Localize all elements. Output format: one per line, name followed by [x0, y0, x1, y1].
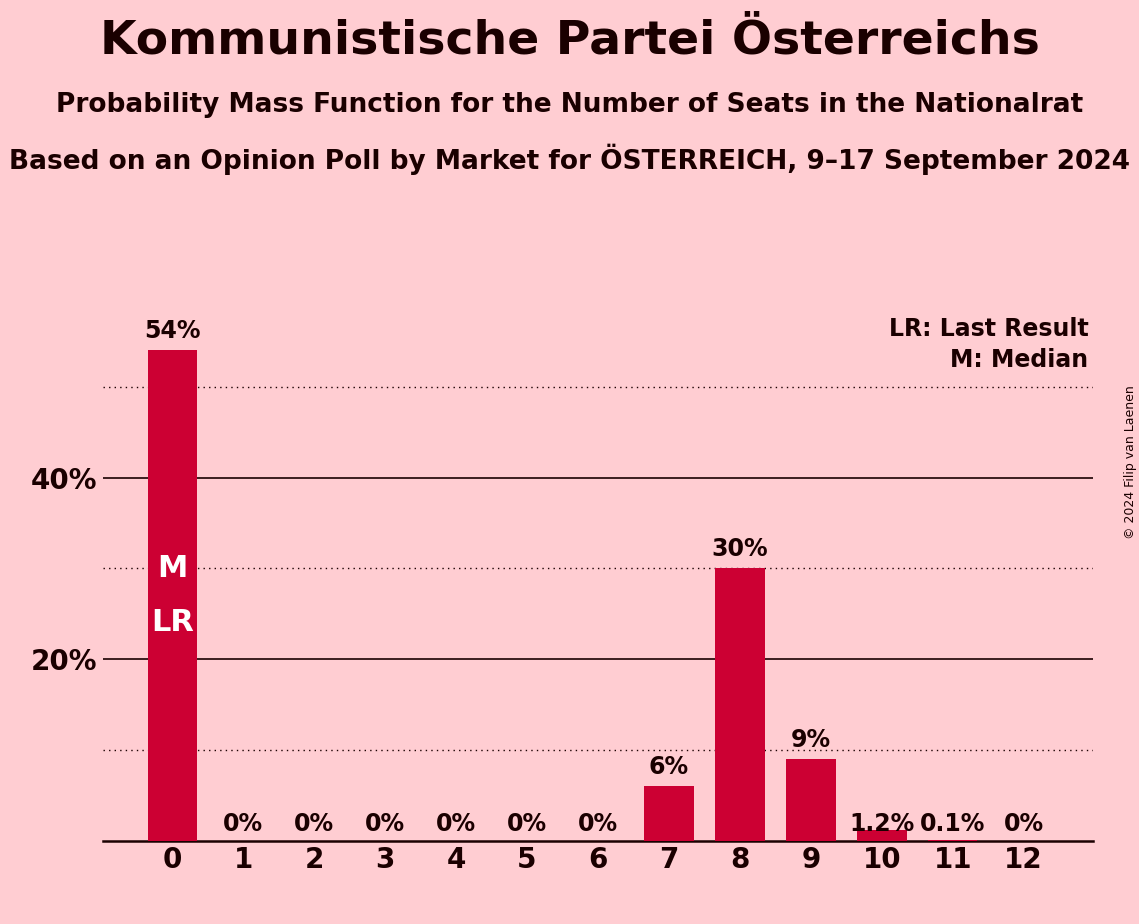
- Text: Probability Mass Function for the Number of Seats in the Nationalrat: Probability Mass Function for the Number…: [56, 92, 1083, 118]
- Text: © 2024 Filip van Laenen: © 2024 Filip van Laenen: [1124, 385, 1137, 539]
- Bar: [644, 786, 694, 841]
- Text: LR: LR: [151, 608, 194, 638]
- Text: 30%: 30%: [712, 537, 768, 561]
- Text: M: Median: M: Median: [950, 348, 1089, 372]
- Text: M: M: [157, 553, 188, 583]
- Text: 0%: 0%: [294, 812, 335, 836]
- Text: Kommunistische Partei Österreichs: Kommunistische Partei Österreichs: [99, 18, 1040, 64]
- Text: LR: Last Result: LR: Last Result: [888, 317, 1089, 341]
- Text: 9%: 9%: [790, 728, 830, 752]
- Bar: [857, 830, 907, 841]
- Bar: [148, 350, 197, 841]
- Text: Based on an Opinion Poll by Market for ÖSTERREICH, 9–17 September 2024: Based on an Opinion Poll by Market for Ö…: [9, 143, 1130, 175]
- Text: 0%: 0%: [507, 812, 547, 836]
- Text: 0.1%: 0.1%: [920, 812, 985, 836]
- Text: 0%: 0%: [366, 812, 405, 836]
- Bar: [786, 760, 836, 841]
- Text: 54%: 54%: [145, 319, 200, 343]
- Text: 0%: 0%: [1003, 812, 1043, 836]
- Bar: [715, 568, 764, 841]
- Text: 0%: 0%: [577, 812, 618, 836]
- Text: 0%: 0%: [223, 812, 263, 836]
- Text: 6%: 6%: [649, 755, 689, 779]
- Text: 0%: 0%: [436, 812, 476, 836]
- Text: 1.2%: 1.2%: [849, 812, 915, 836]
